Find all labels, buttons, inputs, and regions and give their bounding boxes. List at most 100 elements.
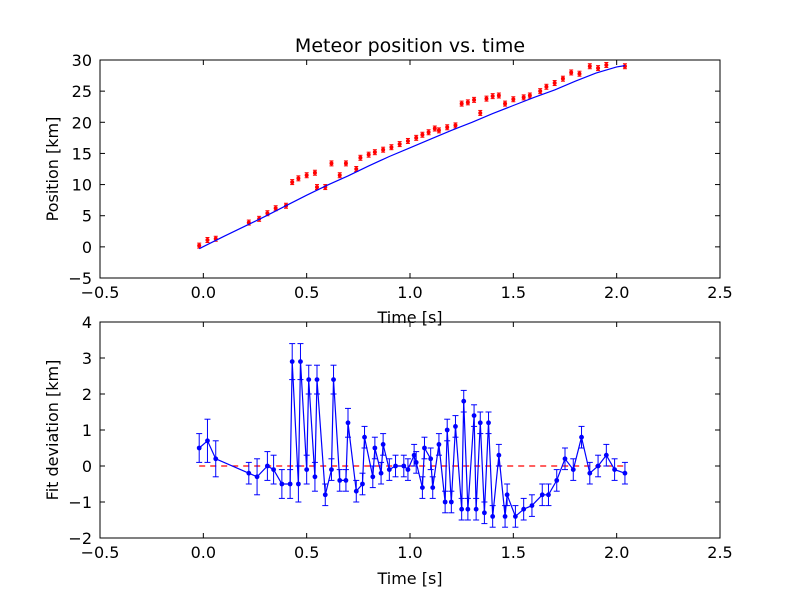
point-marker <box>511 97 516 102</box>
point-marker <box>521 95 526 100</box>
data-point <box>372 149 377 156</box>
point-marker <box>205 238 210 243</box>
deviation-marker <box>411 452 417 458</box>
point-marker <box>273 206 278 211</box>
point-marker <box>315 185 319 190</box>
y-tick-label: 2 <box>82 385 92 404</box>
point-marker <box>472 97 477 102</box>
point-marker <box>312 170 317 175</box>
data-point <box>420 131 425 138</box>
deviation-marker <box>386 467 392 472</box>
data-point <box>343 160 348 167</box>
point-marker <box>389 145 394 150</box>
data-point <box>329 160 334 167</box>
deviation-marker <box>196 445 202 451</box>
deviation-marker <box>360 481 365 487</box>
x-tick-label: 1.0 <box>397 283 422 302</box>
point-marker <box>445 125 450 130</box>
data-point <box>587 63 592 70</box>
deviation-marker <box>393 463 398 469</box>
point-marker <box>453 123 458 128</box>
x-tick-label: 1.5 <box>501 283 526 302</box>
deviation-marker <box>337 478 343 483</box>
deviation-marker <box>353 488 359 494</box>
point-marker <box>552 81 557 86</box>
y-tick-label: 30 <box>72 51 92 70</box>
deviation-marker <box>430 485 436 490</box>
x-tick-label: 2.0 <box>604 283 629 302</box>
deviation-marker <box>345 420 351 426</box>
deviation-marker <box>521 506 527 512</box>
plot-title: Meteor position vs. time <box>295 35 525 57</box>
deviation-marker <box>405 467 411 472</box>
deviation-line <box>198 361 626 518</box>
deviation-marker <box>579 434 584 440</box>
deviation-marker <box>370 474 376 480</box>
y-tick-label: 0 <box>82 457 92 476</box>
x-tick-label: 0.5 <box>294 283 319 302</box>
data-point <box>381 146 386 153</box>
x-tick-label: −0.5 <box>81 543 120 562</box>
point-marker <box>596 66 601 71</box>
deviation-marker <box>312 474 318 480</box>
deviation-marker <box>504 492 510 498</box>
x-tick-label: 1.0 <box>397 543 422 562</box>
data-point <box>472 96 477 103</box>
point-marker <box>503 101 508 106</box>
data-point <box>465 99 470 106</box>
y-tick-label: 1 <box>82 421 92 440</box>
data-point <box>511 96 516 103</box>
deviation-marker <box>254 474 260 480</box>
point-marker <box>354 167 359 171</box>
data-point <box>405 137 410 144</box>
point-marker <box>484 96 489 101</box>
data-point <box>436 127 441 134</box>
y-tick-label: −5 <box>68 269 92 288</box>
x-tick-label: 2.0 <box>604 543 629 562</box>
deviation-marker <box>314 377 320 382</box>
deviation-marker <box>205 438 210 444</box>
data-point <box>414 134 419 141</box>
deviation-marker <box>448 499 454 505</box>
deviation-marker <box>465 506 471 512</box>
deviation-marker <box>304 467 310 472</box>
x-tick-label: 2.5 <box>707 283 732 302</box>
point-marker <box>527 93 532 98</box>
data-point <box>366 151 371 158</box>
point-marker <box>337 173 342 178</box>
x-tick-label: 0.5 <box>294 543 319 562</box>
point-marker <box>490 94 495 99</box>
y-tick-label: 4 <box>82 313 92 332</box>
data-point <box>397 141 402 148</box>
deviation-marker <box>343 478 349 483</box>
deviation-marker <box>539 492 545 498</box>
data-point <box>459 100 464 107</box>
data-point <box>569 69 574 76</box>
point-marker <box>560 76 565 81</box>
point-marker <box>426 130 431 135</box>
deviation-marker <box>490 514 496 519</box>
point-marker <box>366 152 371 157</box>
data-point <box>527 92 532 99</box>
point-marker <box>343 161 348 166</box>
deviation-marker <box>271 467 276 472</box>
data-point <box>538 88 543 95</box>
point-marker <box>569 70 574 75</box>
deviation-marker <box>562 456 568 462</box>
x-tick-label: −0.5 <box>81 283 120 302</box>
deviation-marker <box>461 398 467 404</box>
y-tick-label: 20 <box>72 113 92 132</box>
data-point <box>453 122 458 129</box>
deviation-y-axis-label: Fit deviation [km] <box>43 360 62 501</box>
deviation-marker <box>603 452 609 458</box>
deviation-marker <box>459 506 465 512</box>
deviation-marker <box>442 499 448 505</box>
y-tick-label: 25 <box>72 82 92 101</box>
data-point <box>484 95 489 102</box>
data-point <box>552 80 557 87</box>
deviation-marker <box>362 434 367 440</box>
point-marker <box>329 161 334 166</box>
y-tick-label: −2 <box>68 529 92 548</box>
point-marker <box>290 180 295 185</box>
